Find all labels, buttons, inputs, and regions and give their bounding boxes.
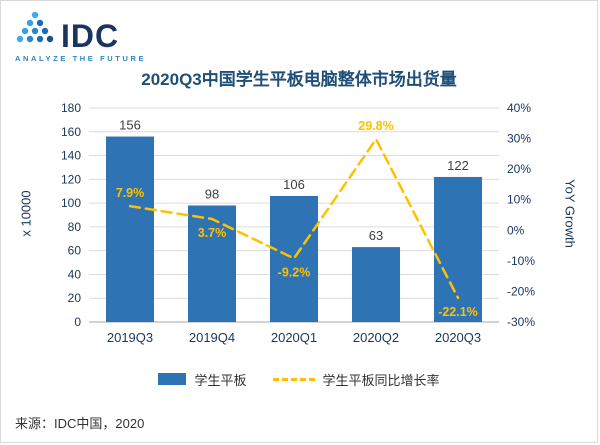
category-label: 2019Q4 — [189, 330, 235, 345]
bar-series-swatch — [158, 373, 187, 385]
chart-area: 0 20 40 60 80 100 120 140 160 180 -30% -20% -10% 0% 10… — [1, 94, 600, 364]
bar-value-label: 156 — [119, 118, 141, 133]
bar — [106, 136, 154, 322]
header: IDC ANALYZE THE FUTURE — [1, 1, 597, 63]
right-axis-tick-label: 10% — [507, 193, 531, 207]
line-series-label: 学生平板同比增长率 — [322, 372, 440, 388]
bar-value-label: 63 — [369, 228, 383, 243]
bar-value-label: 122 — [447, 158, 469, 173]
left-axis-tick-label: 80 — [68, 220, 82, 234]
line-value-label: -22.1% — [438, 305, 478, 319]
right-axis-tick-label: 20% — [507, 162, 531, 176]
line-value-label: -9.2% — [278, 265, 311, 279]
left-axis-tick-label: 40 — [68, 267, 82, 281]
bar-value-label: 98 — [205, 186, 219, 201]
category-label: 2020Q3 — [435, 330, 481, 345]
logo-tagline: ANALYZE THE FUTURE — [15, 54, 147, 63]
bar-value-label: 106 — [283, 177, 305, 192]
legend: 学生平板 学生平板同比增长率 — [1, 366, 597, 392]
chart-title: 2020Q3中国学生平板电脑整体市场出货量 — [141, 70, 457, 89]
legend-item-line: 学生平板同比增长率 — [272, 370, 440, 389]
left-axis-title: x 10000 — [18, 190, 34, 237]
right-axis-tick-label: -30% — [507, 315, 535, 329]
category-label: 2019Q3 — [107, 330, 153, 345]
left-axis-tick-label: 0 — [74, 315, 81, 329]
right-axis-tick-label: 0% — [507, 223, 525, 237]
idc-logo-text: IDC — [61, 17, 120, 54]
category-label: 2020Q2 — [353, 330, 399, 345]
right-axis-tick-label: 40% — [507, 101, 531, 115]
left-axis-tick-label: 180 — [61, 101, 81, 115]
bar — [352, 247, 400, 322]
right-axis-tick-label: 30% — [507, 132, 531, 146]
bar — [270, 195, 318, 322]
growth-line — [128, 136, 460, 300]
source-note: 来源：IDC中国，2020 — [15, 416, 145, 431]
right-axis-title: YoY Growth — [562, 179, 578, 248]
bar — [434, 176, 482, 322]
left-axis-tick-label: 100 — [61, 196, 81, 210]
left-axis-tick-label: 20 — [68, 291, 82, 305]
left-axis-tick-label: 120 — [61, 172, 81, 186]
right-axis-tick-label: -10% — [507, 254, 535, 268]
line-value-label: 3.7% — [198, 226, 227, 240]
line-value-label: 29.8% — [358, 119, 393, 133]
right-axis-tick-label: -20% — [507, 284, 535, 298]
bar — [188, 205, 236, 322]
left-axis-tick-label: 160 — [61, 125, 81, 139]
category-label: 2020Q1 — [271, 330, 317, 345]
bar-series-label: 学生平板 — [194, 372, 247, 388]
left-axis-tick-label: 60 — [68, 244, 82, 258]
legend-item-bar: 学生平板 — [158, 370, 247, 389]
combo-chart: 0 20 40 60 80 100 120 140 160 180 -30% -20% -10% 0% 10… — [61, 101, 535, 345]
idc-dots-logo-icon — [15, 11, 55, 50]
line-value-label: 7.9% — [116, 186, 145, 200]
left-axis-tick-label: 140 — [61, 149, 81, 163]
line-series-swatch — [272, 377, 315, 381]
